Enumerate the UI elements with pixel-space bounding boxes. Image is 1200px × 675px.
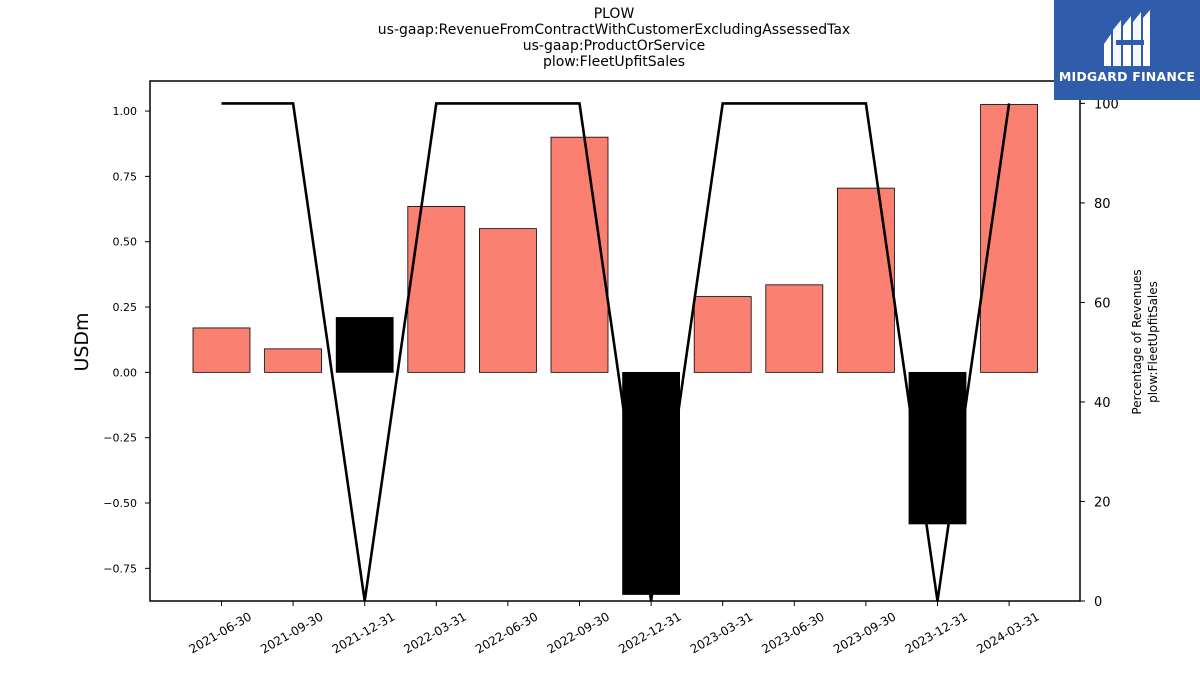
logo-text: MIDGARD FINANCE xyxy=(1058,69,1196,84)
y-tick-label: 0.00 xyxy=(113,366,138,379)
y-tick-label: −0.25 xyxy=(103,432,137,445)
y2-tick-label: 20 xyxy=(1094,495,1111,510)
x-tick-label: 2022-09-30 xyxy=(545,609,612,656)
y2-tick-label: 80 xyxy=(1094,197,1111,212)
bar-2022-09-30 xyxy=(550,136,609,373)
bar-2022-06-30 xyxy=(478,228,537,373)
y2-tick-label: 60 xyxy=(1094,296,1111,311)
x-tick-label: 2023-06-30 xyxy=(759,609,826,656)
chart-subtitle-member: plow:FleetUpfitSales xyxy=(542,54,686,70)
y-tick-label: 1.00 xyxy=(113,105,138,118)
y2-tick-label: 40 xyxy=(1094,396,1111,411)
y2-axis-label: Percentage of Revenues xyxy=(1130,269,1144,414)
x-tick-label: 2021-06-30 xyxy=(187,609,254,656)
x-tick-label: 2022-03-31 xyxy=(401,609,468,656)
x-tick-label: 2021-12-31 xyxy=(330,609,397,656)
y2-tick-label: 100 xyxy=(1094,97,1119,112)
percentage-line xyxy=(221,102,1011,602)
midgard-finance-logo: MIDGARD FINANCE xyxy=(1054,0,1200,100)
x-tick-label: 2024-03-31 xyxy=(974,609,1041,656)
bar-2023-12-31 xyxy=(908,371,967,525)
chart-subtitle-axis: us-gaap:ProductOrService xyxy=(522,38,706,54)
chart-title: PLOW xyxy=(593,6,635,22)
x-tick-label: 2021-09-30 xyxy=(258,609,325,656)
x-tick-label: 2023-03-31 xyxy=(688,609,755,656)
x-tick-label: 2022-06-30 xyxy=(473,609,540,656)
bar-2021-09-30 xyxy=(264,348,323,373)
bar-2023-06-30 xyxy=(765,284,824,373)
bar-2021-06-30 xyxy=(192,327,251,373)
bar-2021-12-31 xyxy=(335,317,394,373)
bar-2022-12-31 xyxy=(622,371,680,595)
y2-axis-label: plow:FleetUpfitSales xyxy=(1146,281,1160,403)
y2-tick-label: 0 xyxy=(1094,595,1102,610)
y-tick-label: 0.50 xyxy=(113,236,138,249)
bar-2022-03-31 xyxy=(407,206,466,373)
x-tick-label: 2023-12-31 xyxy=(903,609,970,656)
bar-2023-03-31 xyxy=(693,296,752,373)
y-axis-label: USDm xyxy=(71,312,93,371)
chart-subtitle-concept: us-gaap:RevenueFromContractWithCustomerE… xyxy=(377,22,851,38)
x-tick-label: 2022-12-31 xyxy=(616,609,683,656)
y-tick-label: 0.75 xyxy=(113,170,138,183)
plot-frame xyxy=(149,80,1081,602)
midgard-logo-icon xyxy=(1104,10,1150,66)
x-tick-label: 2023-09-30 xyxy=(831,609,898,656)
bar-2023-09-30 xyxy=(837,187,895,373)
y-tick-label: −0.50 xyxy=(103,497,137,510)
y-tick-label: −0.75 xyxy=(103,562,137,575)
y-tick-label: 0.25 xyxy=(113,301,138,314)
